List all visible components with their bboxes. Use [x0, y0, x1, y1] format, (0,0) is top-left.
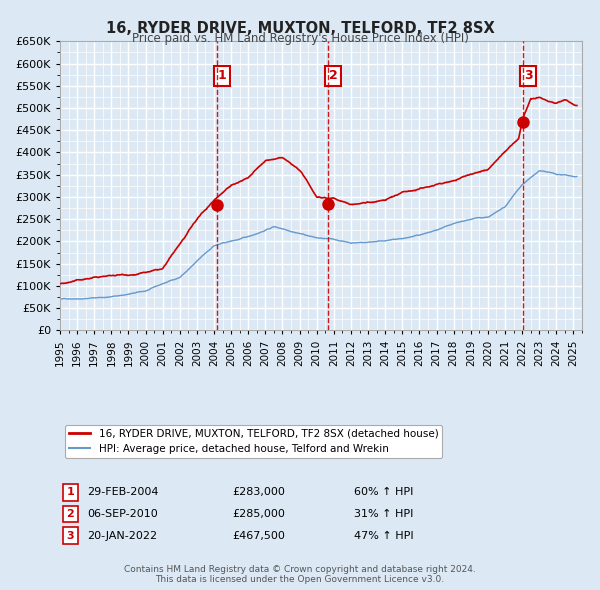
Text: 29-FEB-2004: 29-FEB-2004: [87, 487, 158, 497]
Text: Contains HM Land Registry data © Crown copyright and database right 2024.
This d: Contains HM Land Registry data © Crown c…: [124, 565, 476, 584]
Text: £467,500: £467,500: [232, 530, 285, 540]
Text: 2: 2: [329, 70, 338, 83]
Legend: 16, RYDER DRIVE, MUXTON, TELFORD, TF2 8SX (detached house), HPI: Average price, : 16, RYDER DRIVE, MUXTON, TELFORD, TF2 8S…: [65, 425, 442, 458]
Text: 3: 3: [67, 530, 74, 540]
Text: 3: 3: [524, 70, 532, 83]
Text: 2: 2: [67, 509, 74, 519]
Text: 60% ↑ HPI: 60% ↑ HPI: [354, 487, 413, 497]
Text: £285,000: £285,000: [232, 509, 285, 519]
Text: 1: 1: [67, 487, 74, 497]
Text: 06-SEP-2010: 06-SEP-2010: [87, 509, 158, 519]
Text: 31% ↑ HPI: 31% ↑ HPI: [354, 509, 413, 519]
Text: 16, RYDER DRIVE, MUXTON, TELFORD, TF2 8SX: 16, RYDER DRIVE, MUXTON, TELFORD, TF2 8S…: [106, 21, 494, 35]
Text: 1: 1: [218, 70, 226, 83]
Text: £283,000: £283,000: [232, 487, 285, 497]
Text: 47% ↑ HPI: 47% ↑ HPI: [354, 530, 413, 540]
Text: Price paid vs. HM Land Registry's House Price Index (HPI): Price paid vs. HM Land Registry's House …: [131, 32, 469, 45]
Text: 20-JAN-2022: 20-JAN-2022: [88, 530, 158, 540]
